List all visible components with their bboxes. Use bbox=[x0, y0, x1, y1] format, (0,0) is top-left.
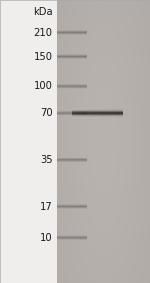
Bar bbox=[112, 108, 113, 119]
Bar bbox=[88, 108, 89, 119]
Bar bbox=[87, 108, 88, 119]
Bar bbox=[118, 108, 119, 119]
Bar bbox=[80, 108, 81, 119]
Bar bbox=[0, 0, 57, 283]
Bar bbox=[76, 108, 77, 119]
Bar bbox=[110, 108, 111, 119]
Bar bbox=[95, 108, 96, 119]
Bar bbox=[117, 108, 118, 119]
Bar bbox=[93, 108, 94, 119]
Bar bbox=[94, 108, 95, 119]
Bar bbox=[86, 108, 87, 119]
Bar bbox=[82, 108, 83, 119]
Bar bbox=[83, 108, 84, 119]
Text: 17: 17 bbox=[40, 201, 52, 212]
Bar bbox=[122, 108, 123, 119]
Bar bbox=[99, 108, 100, 119]
Bar bbox=[102, 108, 103, 119]
Bar bbox=[119, 108, 120, 119]
Bar bbox=[79, 108, 80, 119]
Bar bbox=[90, 108, 91, 119]
Text: 150: 150 bbox=[33, 52, 52, 62]
Bar bbox=[78, 108, 79, 119]
Bar bbox=[96, 108, 97, 119]
Bar bbox=[77, 108, 78, 119]
Bar bbox=[108, 108, 109, 119]
Bar bbox=[72, 108, 73, 119]
Bar bbox=[121, 108, 122, 119]
Bar bbox=[115, 108, 116, 119]
Bar bbox=[100, 108, 101, 119]
Text: 35: 35 bbox=[40, 155, 52, 165]
Bar bbox=[113, 108, 114, 119]
Bar bbox=[97, 108, 98, 119]
Bar bbox=[85, 108, 86, 119]
Bar bbox=[75, 108, 76, 119]
Text: 70: 70 bbox=[40, 108, 52, 118]
Bar bbox=[111, 108, 112, 119]
Bar bbox=[105, 108, 106, 119]
Bar bbox=[107, 108, 108, 119]
Bar bbox=[120, 108, 121, 119]
Text: 210: 210 bbox=[33, 27, 52, 38]
Bar bbox=[104, 108, 105, 119]
Bar bbox=[74, 108, 75, 119]
Text: 10: 10 bbox=[40, 233, 52, 243]
Bar bbox=[109, 108, 110, 119]
Bar bbox=[92, 108, 93, 119]
Bar bbox=[103, 108, 104, 119]
Bar bbox=[101, 108, 102, 119]
Bar bbox=[81, 108, 82, 119]
Bar bbox=[116, 108, 117, 119]
Text: 100: 100 bbox=[34, 81, 52, 91]
Bar bbox=[73, 108, 74, 119]
Bar bbox=[84, 108, 85, 119]
Bar bbox=[91, 108, 92, 119]
Bar bbox=[98, 108, 99, 119]
Bar bbox=[106, 108, 107, 119]
Bar bbox=[89, 108, 90, 119]
Text: kDa: kDa bbox=[33, 7, 52, 17]
Bar bbox=[114, 108, 115, 119]
